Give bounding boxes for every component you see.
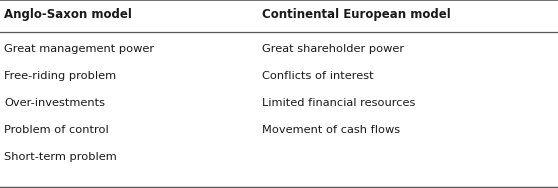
Text: Conflicts of interest: Conflicts of interest <box>262 71 374 81</box>
Text: Anglo-Saxon model: Anglo-Saxon model <box>4 8 132 21</box>
Text: Limited financial resources: Limited financial resources <box>262 98 415 108</box>
Text: Problem of control: Problem of control <box>4 125 109 135</box>
Text: Over-investments: Over-investments <box>4 98 105 108</box>
Text: Continental European model: Continental European model <box>262 8 451 21</box>
Text: Great management power: Great management power <box>4 44 154 54</box>
Text: Free-riding problem: Free-riding problem <box>4 71 116 81</box>
Text: Great shareholder power: Great shareholder power <box>262 44 404 54</box>
Text: Movement of cash flows: Movement of cash flows <box>262 125 400 135</box>
Text: Short-term problem: Short-term problem <box>4 152 117 162</box>
